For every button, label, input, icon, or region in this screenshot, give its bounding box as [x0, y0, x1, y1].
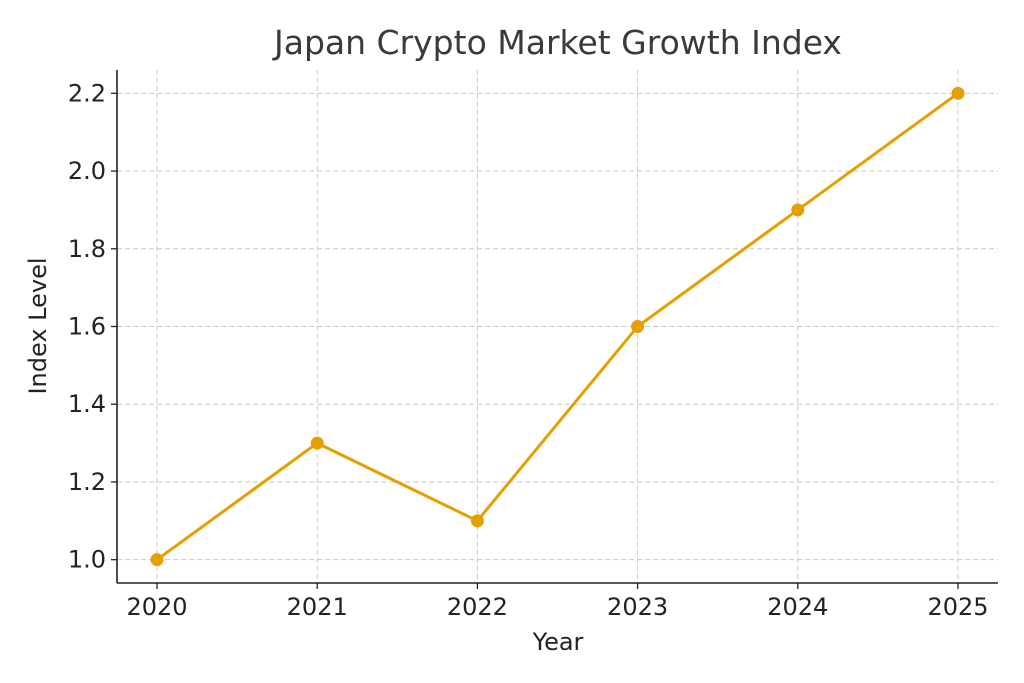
y-tick-label: 1.2	[68, 468, 106, 496]
grid	[117, 70, 998, 583]
y-tick-label: 1.0	[68, 546, 106, 574]
y-tick-label: 1.8	[68, 235, 106, 263]
x-tick-label: 2025	[927, 593, 988, 621]
x-tick-label: 2022	[447, 593, 508, 621]
x-axis-label: Year	[532, 628, 584, 656]
data-point	[470, 514, 484, 528]
y-axis-label: Index Level	[24, 257, 52, 394]
y-tick-label: 1.6	[68, 313, 106, 341]
series-line	[155, 91, 960, 562]
x-tick-label: 2023	[607, 593, 668, 621]
ticks: 2020 2021 2022 2023 2024 2025 1.0 1.2 1.4 1.6 1.8 2…	[68, 79, 989, 621]
data-point	[150, 553, 164, 567]
data-point	[791, 203, 805, 217]
y-tick-label: 1.4	[68, 390, 106, 418]
chart-title: Japan Crypto Market Growth Index	[272, 23, 842, 62]
x-tick-label: 2024	[767, 593, 828, 621]
x-tick-label: 2020	[126, 593, 187, 621]
y-tick-label: 2.2	[68, 79, 106, 107]
data-point	[631, 320, 645, 333]
series-layer	[150, 86, 965, 567]
data-point	[951, 86, 965, 100]
y-tick-label: 2.0	[68, 157, 106, 185]
data-point	[310, 436, 324, 450]
x-tick-label: 2021	[287, 593, 348, 621]
